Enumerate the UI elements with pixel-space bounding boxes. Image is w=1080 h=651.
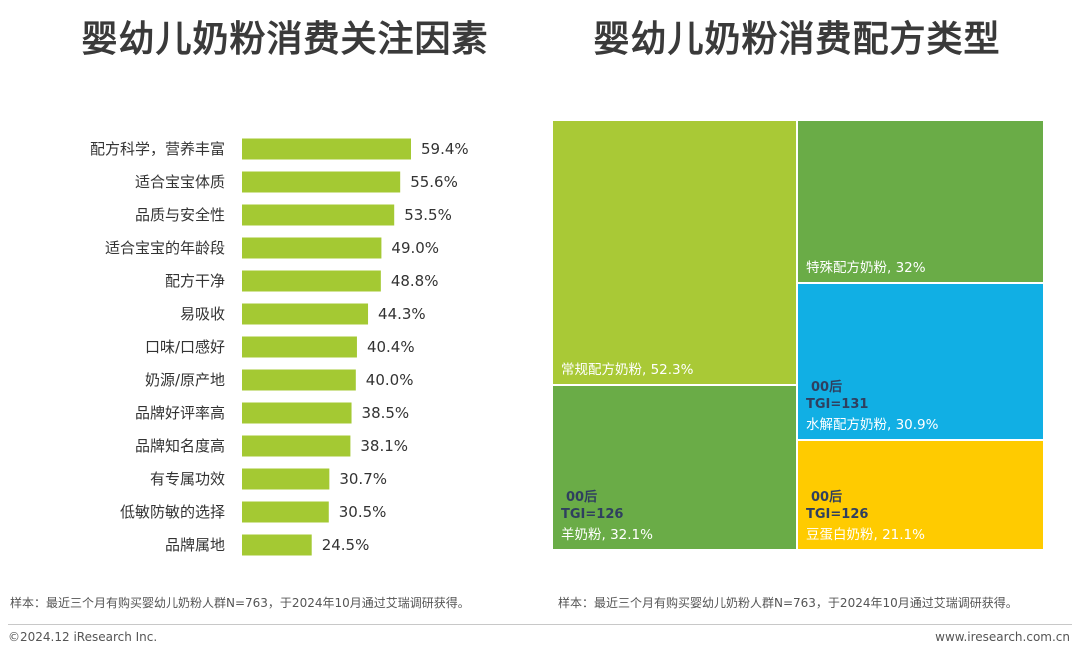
bar xyxy=(242,336,357,358)
attention-factors-bar-chart: 配方科学，营养丰富 59.4% 适合宝宝体质 55.6% 品质与安全性 53.5% 适合宝宝… xyxy=(90,138,469,556)
bar xyxy=(242,435,351,457)
value-label: 55.6% xyxy=(410,173,458,191)
tile-label: 水解配方奶粉, 30.9% xyxy=(806,417,939,433)
copyright-text: ©2024.12 iResearch Inc. xyxy=(8,630,158,644)
value-label: 24.5% xyxy=(322,536,370,554)
tile-label: 羊奶粉, 32.1% xyxy=(561,527,653,543)
category-label: 奶源/原产地 xyxy=(145,371,225,389)
value-label: 38.1% xyxy=(360,437,408,455)
category-label: 有专属功效 xyxy=(150,470,225,488)
tile-regular-formula: 常规配方奶粉, 52.3% xyxy=(553,121,796,384)
age-group-label: 00后 xyxy=(566,490,598,505)
tile-label: 豆蛋白奶粉, 21.1% xyxy=(806,527,925,543)
age-group-label: 00后 xyxy=(811,380,843,395)
value-label: 38.5% xyxy=(362,404,410,422)
category-label: 配方干净 xyxy=(165,272,225,290)
bar xyxy=(242,468,330,490)
tgi-tag: 00后 TGI=131 xyxy=(806,379,868,413)
bar xyxy=(242,402,352,424)
category-label: 易吸收 xyxy=(180,305,225,323)
tgi-tag: 00后 TGI=126 xyxy=(561,489,623,523)
value-label: 59.4% xyxy=(421,140,469,158)
value-label: 30.7% xyxy=(339,470,387,488)
formula-type-treemap: 常规配方奶粉, 52.3% 00后 TGI=126 羊奶粉, 32.1% 特殊配方奶粉,… xyxy=(553,121,1043,549)
tgi-value: TGI=131 xyxy=(806,397,869,412)
bar xyxy=(242,138,411,160)
value-label: 44.3% xyxy=(378,305,426,323)
value-label: 40.4% xyxy=(367,338,415,356)
bar xyxy=(242,501,329,523)
category-label: 适合宝宝体质 xyxy=(135,173,225,191)
sample-note-right: 样本：最近三个月有购买婴幼儿奶粉人群N=763，于2024年10月通过艾瑞调研获… xyxy=(558,596,1018,610)
sample-note-left: 样本：最近三个月有购买婴幼儿奶粉人群N=763，于2024年10月通过艾瑞调研获… xyxy=(10,596,470,610)
tile-soy-protein: 00后 TGI=126 豆蛋白奶粉, 21.1% xyxy=(798,441,1043,549)
right-chart-title: 婴幼儿奶粉消费配方类型 xyxy=(593,19,1001,60)
bar xyxy=(242,204,395,226)
category-label: 品牌属地 xyxy=(165,536,225,554)
left-chart-title: 婴幼儿奶粉消费关注因素 xyxy=(81,19,489,60)
category-label: 品牌好评率高 xyxy=(135,404,225,422)
tile-goat-milk: 00后 TGI=126 羊奶粉, 32.1% xyxy=(553,386,796,549)
category-label: 适合宝宝的年龄段 xyxy=(105,239,225,257)
tgi-value: TGI=126 xyxy=(806,507,869,522)
category-label: 品质与安全性 xyxy=(135,206,225,224)
bar xyxy=(242,534,312,556)
tgi-value: TGI=126 xyxy=(561,507,624,522)
category-label: 品牌知名度高 xyxy=(135,437,225,455)
footer-divider xyxy=(8,624,1072,625)
website-link[interactable]: www.iresearch.com.cn xyxy=(935,630,1070,644)
value-label: 30.5% xyxy=(339,503,387,521)
category-label: 配方科学，营养丰富 xyxy=(90,140,225,158)
bar xyxy=(242,303,369,325)
tile-label: 特殊配方奶粉, 32% xyxy=(806,260,926,276)
tgi-tag: 00后 TGI=126 xyxy=(806,489,868,523)
bar xyxy=(242,171,401,193)
category-label: 低敏防敏的选择 xyxy=(120,503,225,521)
value-label: 53.5% xyxy=(404,206,452,224)
age-group-label: 00后 xyxy=(811,490,843,505)
value-label: 49.0% xyxy=(391,239,439,257)
value-label: 48.8% xyxy=(391,272,439,290)
tile-label: 常规配方奶粉, 52.3% xyxy=(561,362,694,378)
bar xyxy=(242,270,381,292)
bar xyxy=(242,237,382,259)
tile-hydrolyzed-formula: 00后 TGI=131 水解配方奶粉, 30.9% xyxy=(798,284,1043,439)
tile-special-formula: 特殊配方奶粉, 32% xyxy=(798,121,1043,282)
bar xyxy=(242,369,356,391)
value-label: 40.0% xyxy=(366,371,414,389)
category-label: 口味/口感好 xyxy=(145,338,225,356)
